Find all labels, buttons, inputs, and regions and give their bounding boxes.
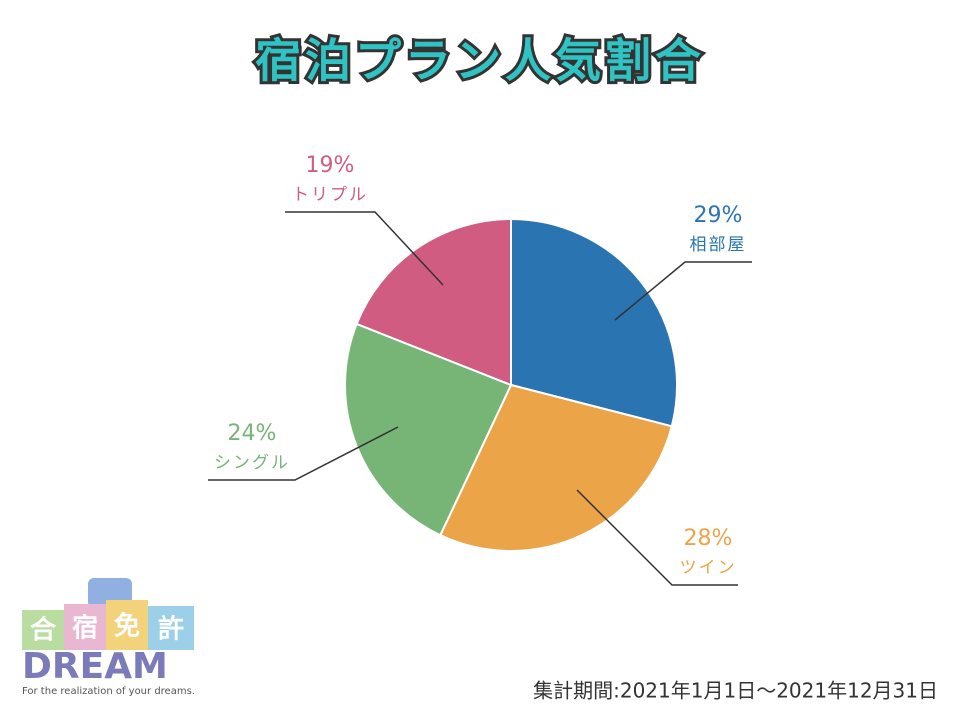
logo: 合 宿 免 許 DREAM For the realization of you… bbox=[22, 578, 195, 697]
pie-slice bbox=[510, 217, 678, 428]
logo-block bbox=[148, 606, 194, 650]
logo-kanji: 宿 bbox=[72, 613, 98, 644]
leader-line bbox=[614, 261, 752, 321]
logo-kanji: 免 bbox=[114, 611, 140, 642]
chart-title: 宿泊プラン人気割合 bbox=[255, 34, 705, 88]
category-label: シングル bbox=[214, 453, 290, 473]
footnote: 集計期間:2021年1月1日～2021年12月31日 bbox=[533, 679, 938, 703]
value-label: 24% bbox=[228, 421, 277, 446]
logo-block bbox=[106, 600, 148, 650]
logo-block bbox=[64, 604, 106, 650]
value-label: 29% bbox=[694, 203, 743, 228]
value-label: 19% bbox=[306, 153, 355, 178]
category-label: ツイン bbox=[680, 558, 737, 578]
category-label: トリプル bbox=[292, 185, 368, 205]
logo-kanji: 許 bbox=[158, 615, 184, 645]
logo-kanji: 合 bbox=[30, 615, 57, 646]
leader-line bbox=[285, 211, 444, 286]
logo-tagline: For the realization of your dreams. bbox=[22, 686, 195, 697]
logo-block bbox=[22, 610, 64, 650]
value-label: 28% bbox=[684, 526, 733, 551]
leader-line bbox=[208, 426, 399, 481]
pie-slice bbox=[438, 383, 674, 552]
category-label: 相部屋 bbox=[690, 235, 747, 255]
leader-line bbox=[576, 489, 738, 586]
logo-name: DREAM bbox=[22, 646, 168, 687]
pie-slice bbox=[355, 217, 512, 387]
pie-slice bbox=[344, 322, 513, 537]
